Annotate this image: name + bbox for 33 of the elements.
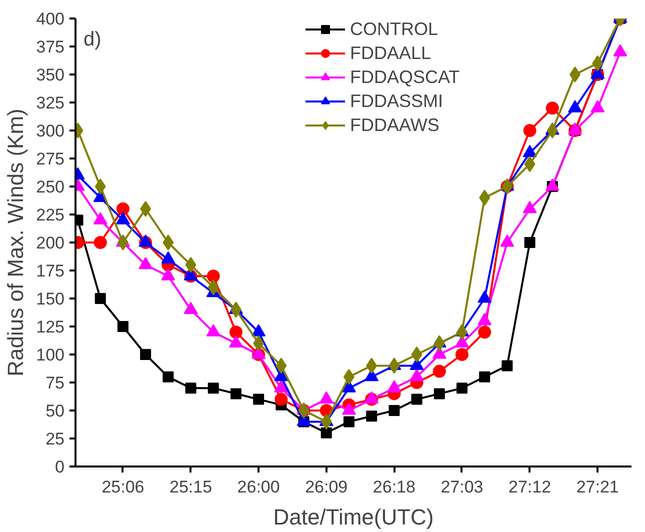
x-tick-label: 27:21 [576, 478, 619, 496]
y-tick-label: 175 [36, 262, 65, 280]
y-axis-title: Radius of Max. Winds (Km) [3, 108, 28, 376]
y-tick-label: 25 [46, 430, 65, 448]
x-tick-label: 27:03 [440, 478, 484, 496]
y-tick-label: 100 [36, 346, 65, 364]
legend-label: FDDAALL [350, 42, 432, 64]
legend-label: FDDAQSCAT [350, 66, 460, 88]
y-tick-label: 375 [36, 38, 65, 56]
y-tick-label: 325 [36, 94, 65, 112]
legend-label: CONTROL [350, 18, 438, 40]
y-tick-label: 200 [36, 234, 65, 252]
y-tick-label: 50 [46, 402, 65, 420]
annotation: d) [84, 28, 102, 50]
y-tick-label: 250 [36, 178, 65, 196]
x-tick-label: 25:06 [102, 478, 144, 496]
y-tick-label: 0 [55, 458, 65, 476]
legend-label: FDDASSMI [350, 90, 444, 112]
y-tick-label: 75 [46, 374, 65, 392]
y-tick-label: 125 [36, 318, 65, 336]
y-tick-label: 225 [36, 206, 65, 224]
x-tick-label: 26:09 [305, 478, 348, 496]
y-tick-label: 300 [36, 122, 65, 140]
y-tick-label: 150 [36, 290, 65, 308]
x-axis-title: Date/Time(UTC) [273, 504, 434, 530]
x-tick-label: 26:18 [372, 478, 416, 496]
x-tick-label: 26:00 [237, 478, 280, 496]
y-tick-label: 400 [36, 10, 65, 28]
legend-label: FDDAAWS [350, 114, 440, 136]
y-tick-label: 275 [36, 150, 65, 168]
x-tick-label: 25:15 [170, 478, 212, 496]
x-tick-label: 27:12 [508, 478, 552, 496]
y-tick-label: 350 [36, 66, 65, 84]
